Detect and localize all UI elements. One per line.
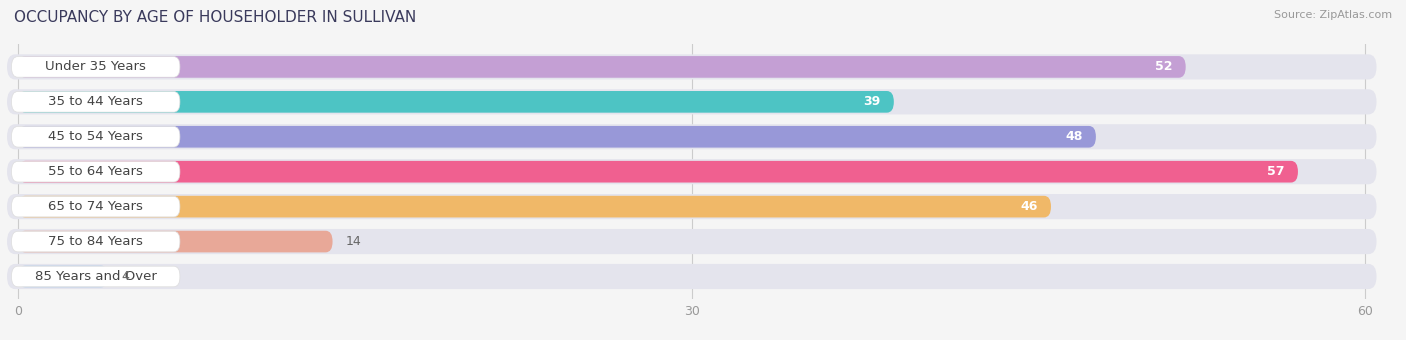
Text: 57: 57 bbox=[1267, 165, 1285, 178]
FancyBboxPatch shape bbox=[18, 161, 1298, 183]
Text: 45 to 54 Years: 45 to 54 Years bbox=[48, 130, 143, 143]
FancyBboxPatch shape bbox=[7, 89, 1376, 115]
Text: 85 Years and Over: 85 Years and Over bbox=[35, 270, 156, 283]
FancyBboxPatch shape bbox=[11, 126, 180, 147]
FancyBboxPatch shape bbox=[11, 57, 180, 77]
Text: 14: 14 bbox=[346, 235, 361, 248]
Text: 65 to 74 Years: 65 to 74 Years bbox=[48, 200, 143, 213]
Text: Source: ZipAtlas.com: Source: ZipAtlas.com bbox=[1274, 10, 1392, 20]
Text: OCCUPANCY BY AGE OF HOUSEHOLDER IN SULLIVAN: OCCUPANCY BY AGE OF HOUSEHOLDER IN SULLI… bbox=[14, 10, 416, 25]
FancyBboxPatch shape bbox=[18, 56, 1185, 78]
FancyBboxPatch shape bbox=[7, 194, 1376, 219]
FancyBboxPatch shape bbox=[7, 229, 1376, 254]
Text: 75 to 84 Years: 75 to 84 Years bbox=[48, 235, 143, 248]
FancyBboxPatch shape bbox=[7, 54, 1376, 80]
FancyBboxPatch shape bbox=[7, 124, 1376, 149]
FancyBboxPatch shape bbox=[11, 196, 180, 217]
FancyBboxPatch shape bbox=[11, 162, 180, 182]
Text: 55 to 64 Years: 55 to 64 Years bbox=[48, 165, 143, 178]
FancyBboxPatch shape bbox=[11, 91, 180, 112]
FancyBboxPatch shape bbox=[18, 196, 1052, 218]
Text: 52: 52 bbox=[1154, 61, 1173, 73]
Text: 46: 46 bbox=[1021, 200, 1038, 213]
Text: 39: 39 bbox=[863, 95, 880, 108]
Text: 48: 48 bbox=[1064, 130, 1083, 143]
Text: Under 35 Years: Under 35 Years bbox=[45, 61, 146, 73]
Text: 35 to 44 Years: 35 to 44 Years bbox=[48, 95, 143, 108]
FancyBboxPatch shape bbox=[7, 264, 1376, 289]
FancyBboxPatch shape bbox=[11, 231, 180, 252]
FancyBboxPatch shape bbox=[18, 91, 894, 113]
FancyBboxPatch shape bbox=[11, 266, 180, 287]
FancyBboxPatch shape bbox=[18, 266, 108, 287]
FancyBboxPatch shape bbox=[7, 159, 1376, 184]
FancyBboxPatch shape bbox=[18, 231, 333, 252]
FancyBboxPatch shape bbox=[18, 126, 1095, 148]
Text: 4: 4 bbox=[121, 270, 129, 283]
